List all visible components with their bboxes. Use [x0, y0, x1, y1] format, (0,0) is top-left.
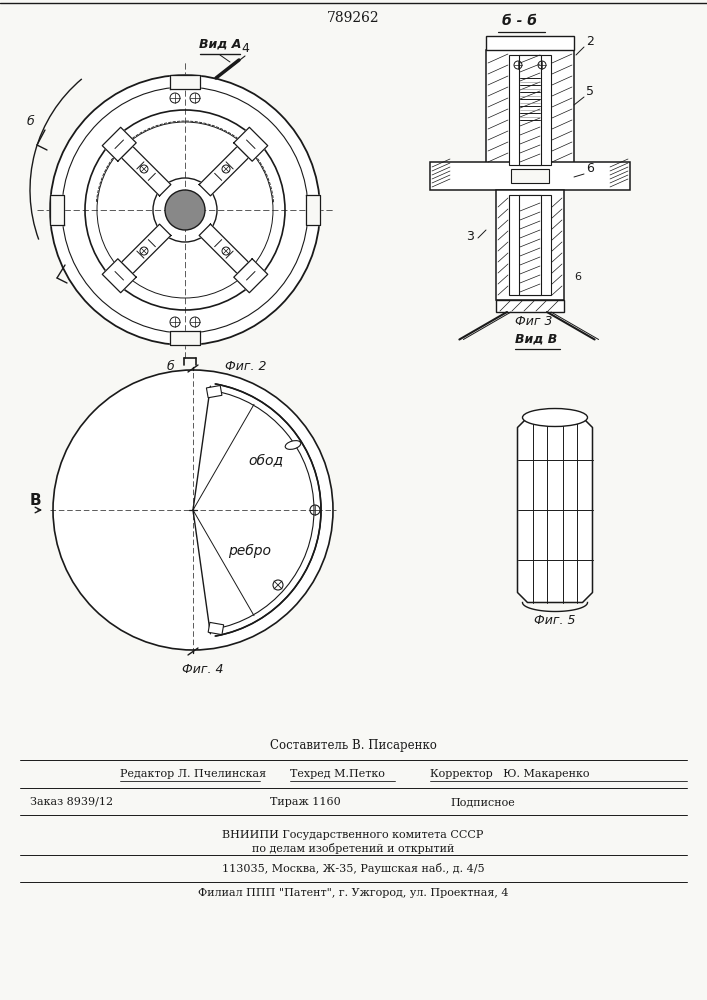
- Text: Вид А: Вид А: [199, 38, 241, 51]
- Text: Редактор Л. Пчелинская: Редактор Л. Пчелинская: [120, 769, 266, 779]
- Text: 5: 5: [586, 85, 594, 98]
- Text: 2: 2: [586, 35, 594, 48]
- Text: Техред М.Петко: Техред М.Петко: [290, 769, 385, 779]
- Text: Вид В: Вид В: [515, 333, 557, 346]
- Text: В: В: [30, 493, 42, 508]
- Bar: [496, 190, 564, 300]
- Bar: [486, 36, 574, 50]
- Text: 6: 6: [574, 272, 581, 282]
- Circle shape: [165, 190, 205, 230]
- Text: Составитель В. Писаренко: Составитель В. Писаренко: [269, 738, 436, 752]
- Text: Фиг. 5: Фиг. 5: [534, 614, 575, 628]
- Bar: [511, 169, 549, 183]
- Ellipse shape: [522, 408, 588, 426]
- Text: Подписное: Подписное: [450, 797, 515, 807]
- Text: б - б: б - б: [503, 14, 537, 28]
- Bar: [486, 50, 574, 170]
- Polygon shape: [518, 418, 592, 602]
- Polygon shape: [170, 331, 200, 345]
- Bar: [496, 300, 564, 312]
- Polygon shape: [199, 224, 249, 274]
- Polygon shape: [122, 146, 171, 196]
- Polygon shape: [103, 259, 136, 293]
- Text: 113035, Москва, Ж-35, Раушская наб., д. 4/5: 113035, Москва, Ж-35, Раушская наб., д. …: [222, 862, 484, 874]
- Circle shape: [50, 75, 320, 345]
- Polygon shape: [103, 127, 136, 161]
- Bar: [509, 55, 551, 165]
- Text: по делам изобретений и открытий: по делам изобретений и открытий: [252, 842, 454, 854]
- Polygon shape: [214, 384, 321, 636]
- Bar: [509, 195, 551, 295]
- Polygon shape: [50, 195, 64, 225]
- Polygon shape: [306, 195, 320, 225]
- Text: 4: 4: [241, 42, 249, 55]
- Polygon shape: [234, 127, 268, 161]
- Bar: [208, 622, 223, 635]
- Bar: [519, 195, 541, 295]
- Text: б: б: [26, 115, 34, 128]
- Text: обод: обод: [248, 454, 283, 468]
- Polygon shape: [234, 259, 268, 293]
- Bar: [430, 162, 630, 190]
- Polygon shape: [122, 224, 171, 274]
- Text: Заказ 8939/12: Заказ 8939/12: [30, 797, 113, 807]
- Circle shape: [53, 370, 333, 650]
- Text: Фиг. 4: Фиг. 4: [182, 663, 223, 676]
- Bar: [519, 55, 541, 165]
- Text: б: б: [166, 360, 174, 373]
- Text: 3: 3: [466, 230, 474, 243]
- Text: 789262: 789262: [327, 11, 380, 25]
- Text: Корректор   Ю. Макаренко: Корректор Ю. Макаренко: [430, 769, 590, 779]
- Text: Фиг 3: Фиг 3: [515, 315, 552, 328]
- Text: Тираж 1160: Тираж 1160: [270, 797, 341, 807]
- Polygon shape: [170, 75, 200, 89]
- Text: Фиг. 2: Фиг. 2: [225, 360, 267, 373]
- Text: ВНИИПИ Государственного комитета СССР: ВНИИПИ Государственного комитета СССР: [222, 830, 484, 840]
- Text: Филиал ППП "Патент", г. Ужгород, ул. Проектная, 4: Филиал ППП "Патент", г. Ужгород, ул. Про…: [198, 888, 508, 898]
- Ellipse shape: [285, 441, 300, 449]
- Text: 6: 6: [586, 162, 594, 175]
- Bar: [206, 385, 222, 398]
- Polygon shape: [199, 146, 249, 196]
- Text: ребро: ребро: [228, 544, 271, 558]
